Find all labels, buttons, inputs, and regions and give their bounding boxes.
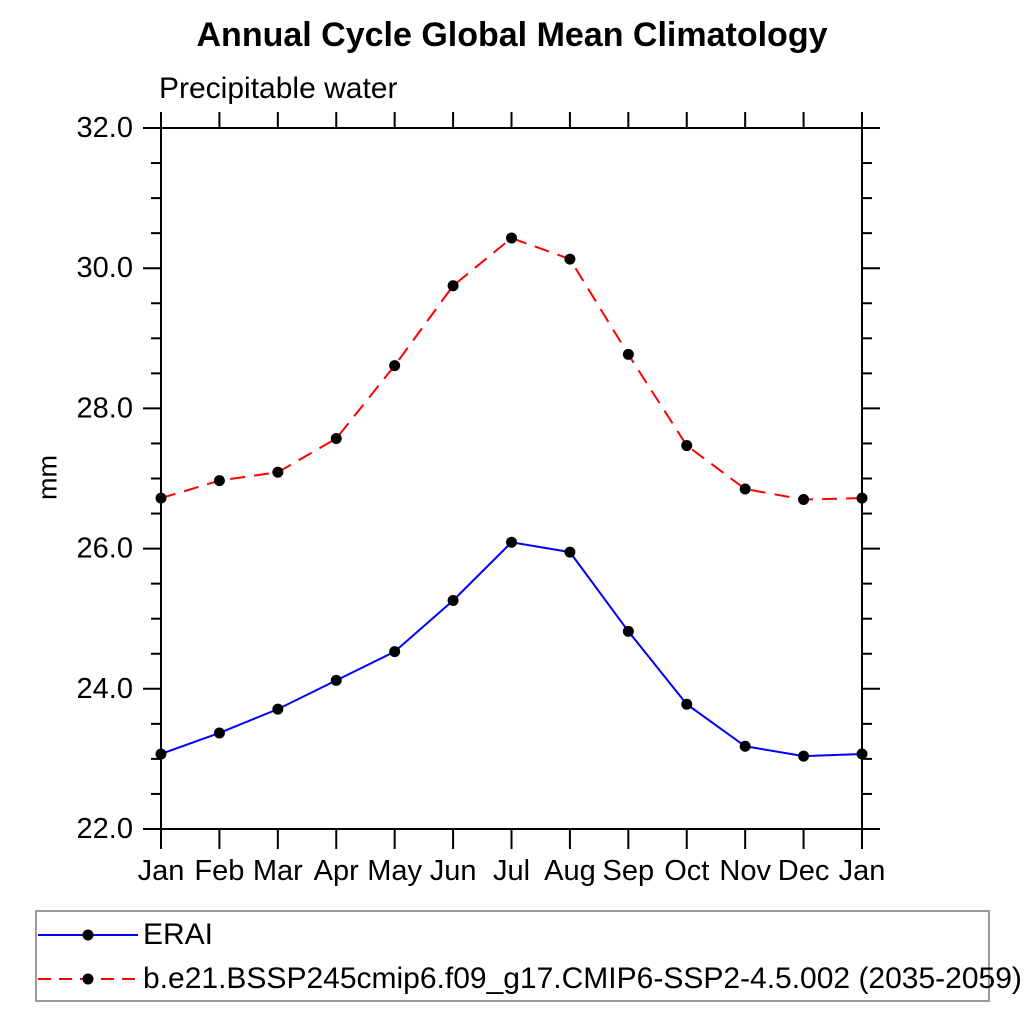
x-tick-label: Nov <box>719 855 771 887</box>
data-point-marker <box>155 492 167 504</box>
y-tick-label: 32.0 <box>77 112 133 144</box>
legend-item-model: b.e21.BSSP245cmip6.f09_g17.CMIP6-SSP2-4.… <box>38 964 1022 994</box>
data-point-marker <box>506 536 517 548</box>
data-point-marker <box>798 494 810 506</box>
data-point-marker <box>739 740 751 752</box>
data-point-marker <box>155 748 167 760</box>
y-tick-label: 24.0 <box>77 673 133 705</box>
legend-label-erai: ERAI <box>143 918 214 951</box>
data-point-marker <box>681 440 693 452</box>
legend-item-erai: ERAI <box>38 920 213 950</box>
data-point-marker <box>856 492 868 504</box>
data-point-marker <box>622 625 634 637</box>
data-point-marker <box>330 433 342 445</box>
data-point-marker <box>213 475 225 487</box>
data-point-marker <box>564 253 576 265</box>
x-tick-label: Jul <box>493 855 530 887</box>
y-tick-label: 22.0 <box>77 813 133 845</box>
legend: ERAI b.e21.BSSP245cmip6.f09_g17.CMIP6-SS… <box>35 910 1022 1002</box>
data-point-marker <box>798 750 810 762</box>
data-point-marker <box>739 483 751 495</box>
y-tick-label: 28.0 <box>77 392 133 424</box>
x-tick-label: Feb <box>194 855 244 887</box>
x-tick-label: Apr <box>314 855 359 887</box>
legend-marker-sample <box>82 973 94 985</box>
chart-title: Annual Cycle Global Mean Climatology <box>196 16 828 54</box>
x-tick-label: Mar <box>253 855 303 887</box>
x-tick-label: Jan <box>839 855 886 887</box>
legend-marker-sample <box>82 929 94 941</box>
data-point-marker <box>856 748 868 760</box>
legend-sample-dashed-line <box>38 973 138 985</box>
x-tick-label: Sep <box>603 855 655 887</box>
data-point-marker <box>622 348 634 360</box>
x-tick-label: Dec <box>778 855 830 887</box>
data-point-marker <box>330 674 342 686</box>
series-line-1 <box>160 236 863 501</box>
y-tick-label: 26.0 <box>77 533 133 565</box>
data-point-marker <box>447 280 459 292</box>
x-tick-label: Aug <box>544 855 596 887</box>
data-point-marker <box>506 232 517 244</box>
x-tick-label: Jan <box>138 855 185 887</box>
chart-subtitle: Precipitable water <box>159 72 398 105</box>
data-point-marker <box>681 698 693 710</box>
data-point-marker <box>213 727 225 739</box>
data-point-marker <box>272 466 284 478</box>
legend-label-model: b.e21.BSSP245cmip6.f09_g17.CMIP6-SSP2-4.… <box>143 962 1022 995</box>
data-point-marker <box>272 703 284 715</box>
series-line-0 <box>160 541 863 758</box>
data-point-marker <box>447 594 459 606</box>
x-tick-label: Oct <box>664 855 709 887</box>
x-tick-label: Jun <box>430 855 477 887</box>
data-point-marker <box>389 360 401 372</box>
x-tick-label: May <box>367 855 422 887</box>
y-tick-label: 30.0 <box>77 252 133 284</box>
data-point-marker <box>389 646 401 658</box>
data-point-marker <box>564 546 576 558</box>
legend-sample-solid-line <box>38 929 138 941</box>
